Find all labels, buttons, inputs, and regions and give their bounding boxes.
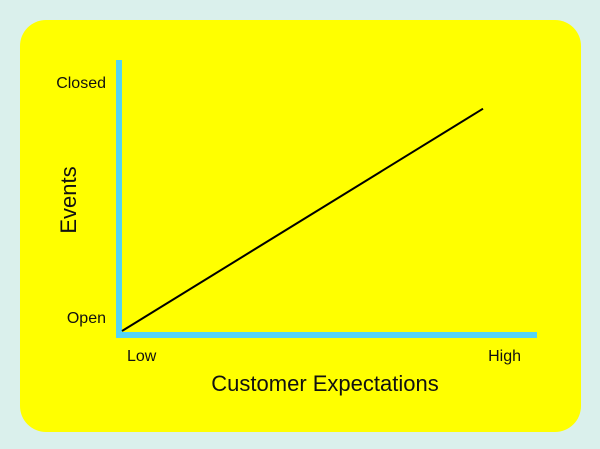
chart-panel <box>20 20 581 432</box>
y-axis <box>116 60 122 338</box>
series-line <box>121 107 484 332</box>
y-tick-closed: Closed <box>56 75 106 92</box>
y-axis-label: Events <box>56 166 81 233</box>
y-tick-open: Open <box>67 310 106 327</box>
x-tick-high: High <box>488 348 521 365</box>
x-axis <box>116 332 537 338</box>
x-tick-low: Low <box>127 348 157 365</box>
x-axis-label: Customer Expectations <box>211 371 438 396</box>
